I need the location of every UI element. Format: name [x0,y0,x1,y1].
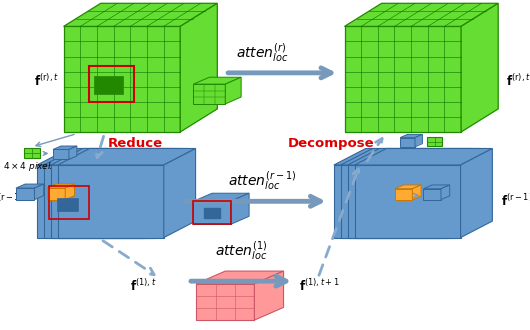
Polygon shape [400,138,415,147]
Polygon shape [69,146,77,159]
Text: $4\times4\ \mathit{pixels}$: $4\times4\ \mathit{pixels}$ [3,160,56,173]
Polygon shape [57,198,78,211]
Polygon shape [37,148,175,165]
Polygon shape [344,26,461,132]
Polygon shape [334,165,440,238]
Polygon shape [423,185,449,189]
Polygon shape [254,271,284,320]
Polygon shape [16,188,34,200]
Polygon shape [53,149,69,159]
Text: $\mathbf{f}^{(\mathrm{r}),t}$: $\mathbf{f}^{(\mathrm{r}),t}$ [33,73,58,89]
Polygon shape [441,185,449,200]
Text: $\mathit{atten}_{loc}^{(r-1)}$: $\mathit{atten}_{loc}^{(r-1)}$ [228,170,296,193]
Polygon shape [196,271,284,284]
Text: $\mathbf{f}^{(1),t}$: $\mathbf{f}^{(1),t}$ [130,278,156,294]
Polygon shape [447,148,479,238]
Polygon shape [348,148,485,165]
Polygon shape [415,134,422,147]
Polygon shape [143,148,175,238]
Polygon shape [400,134,422,138]
Polygon shape [193,84,225,104]
Polygon shape [341,148,479,165]
Polygon shape [164,148,196,238]
Polygon shape [51,165,157,238]
Polygon shape [16,184,43,188]
Polygon shape [94,76,123,94]
Polygon shape [193,201,231,224]
Polygon shape [58,165,164,238]
Text: $\mathbf{f}^{(\mathrm{r}-1),t}$: $\mathbf{f}^{(\mathrm{r}-1),t}$ [0,193,32,209]
Polygon shape [341,165,447,238]
Polygon shape [24,148,40,158]
Polygon shape [193,193,249,201]
Text: Decompose: Decompose [288,137,375,150]
Polygon shape [34,184,43,200]
Polygon shape [461,3,498,132]
Polygon shape [461,148,492,238]
Polygon shape [44,148,182,165]
Text: Reduce: Reduce [108,137,163,150]
Polygon shape [53,146,77,149]
Polygon shape [348,165,454,238]
Polygon shape [58,148,196,165]
Polygon shape [150,148,182,238]
Polygon shape [64,3,217,26]
Polygon shape [157,148,189,238]
Polygon shape [180,3,217,132]
Polygon shape [231,193,249,224]
Polygon shape [193,77,241,84]
Text: $\mathit{atten}_{loc}^{(1)}$: $\mathit{atten}_{loc}^{(1)}$ [215,240,268,263]
Polygon shape [355,148,492,165]
Polygon shape [204,208,220,218]
Polygon shape [355,165,461,238]
Polygon shape [37,165,143,238]
Text: $\mathbf{f}^{(\mathrm{r}-1),t+1}$: $\mathbf{f}^{(\mathrm{r}-1),t+1}$ [501,193,530,209]
Text: $\mathbf{f}^{(\mathrm{r}),t+1}$: $\mathbf{f}^{(\mathrm{r}),t+1}$ [506,73,530,89]
Polygon shape [334,148,472,165]
Polygon shape [344,3,498,26]
Polygon shape [51,148,189,165]
Polygon shape [64,26,180,132]
Polygon shape [65,184,74,200]
Polygon shape [440,148,472,238]
Polygon shape [412,185,421,200]
Polygon shape [427,137,442,146]
Text: $\mathit{atten}_{loc}^{(r)}$: $\mathit{atten}_{loc}^{(r)}$ [236,42,289,65]
Polygon shape [423,189,441,200]
Polygon shape [395,189,412,200]
Polygon shape [47,188,65,200]
Polygon shape [395,185,421,189]
Text: $\mathbf{f}^{(1),t+1}$: $\mathbf{f}^{(1),t+1}$ [299,278,340,294]
Polygon shape [47,184,74,188]
Polygon shape [44,165,150,238]
Polygon shape [454,148,485,238]
Polygon shape [225,77,241,104]
Polygon shape [196,284,254,320]
